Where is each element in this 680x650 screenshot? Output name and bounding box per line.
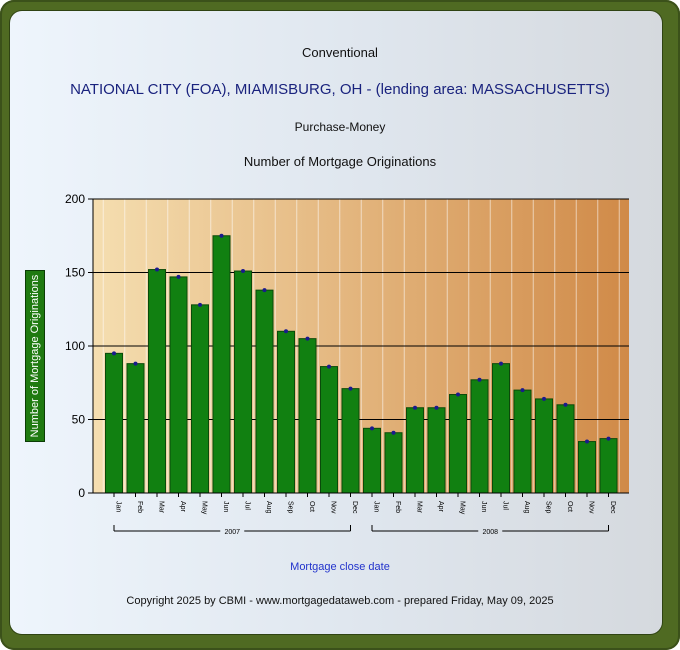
x-tick-label: Jun bbox=[480, 501, 487, 512]
bar-marker bbox=[456, 392, 460, 397]
bar bbox=[212, 235, 231, 494]
bars bbox=[105, 233, 618, 494]
group-label: 2008 bbox=[482, 529, 498, 536]
y-tick-label: 50 bbox=[72, 413, 86, 427]
x-tick-label: May bbox=[201, 501, 208, 515]
y-axis-label: Number of Mortgage Originations bbox=[29, 274, 41, 438]
bar-marker bbox=[262, 288, 267, 293]
bar bbox=[148, 269, 166, 494]
bar bbox=[105, 352, 123, 494]
x-tick-label: Feb bbox=[394, 501, 401, 513]
bar-marker bbox=[499, 361, 503, 366]
bar-marker bbox=[241, 269, 245, 274]
bar bbox=[126, 363, 145, 494]
bar bbox=[277, 330, 295, 494]
loan-purpose: Purchase-Money bbox=[294, 120, 386, 134]
bar-marker bbox=[198, 302, 202, 307]
bar-marker bbox=[155, 267, 159, 272]
x-tick-label: Aug bbox=[265, 501, 272, 514]
bar-marker bbox=[542, 396, 546, 401]
bar bbox=[449, 394, 467, 494]
bar-marker bbox=[176, 274, 181, 279]
copyright-text: Copyright 2025 by CBMI - www.mortgagedat… bbox=[126, 595, 554, 607]
x-tick-label: Apr bbox=[179, 501, 186, 513]
x-tick-label: Sep bbox=[287, 501, 294, 514]
bar bbox=[406, 407, 424, 494]
x-tick-label: May bbox=[459, 501, 466, 515]
x-tick-label: Feb bbox=[136, 501, 143, 513]
bar-marker bbox=[391, 430, 396, 435]
bar-marker bbox=[477, 377, 482, 382]
bar-marker bbox=[563, 402, 568, 407]
x-tick-label: Aug bbox=[523, 501, 530, 514]
x-tick-label: Jun bbox=[222, 501, 229, 512]
bar-marker bbox=[284, 329, 288, 334]
bar-marker bbox=[434, 405, 439, 410]
bar-marker bbox=[606, 436, 611, 441]
bar bbox=[492, 363, 510, 494]
y-tick-label: 200 bbox=[65, 192, 85, 206]
x-tick-label: Mar bbox=[416, 501, 423, 514]
bar bbox=[255, 289, 274, 494]
bar-marker bbox=[348, 386, 353, 391]
lender-title: NATIONAL CITY (FOA), MIAMISBURG, OH - (l… bbox=[70, 81, 610, 98]
x-tick-label: Jan bbox=[373, 501, 380, 512]
x-tick-label: Sep bbox=[545, 501, 552, 514]
x-tick-label: Dec bbox=[351, 501, 358, 514]
group-label: 2007 bbox=[224, 529, 240, 536]
bar bbox=[513, 389, 532, 494]
bar-marker bbox=[370, 426, 374, 431]
x-tick-label: Mar bbox=[158, 501, 165, 514]
x-tick-label: Apr bbox=[437, 501, 444, 513]
x-tick-label: Dec bbox=[609, 501, 616, 514]
bar-marker bbox=[327, 364, 331, 369]
bar bbox=[298, 338, 317, 494]
y-tick-label: 0 bbox=[78, 486, 85, 500]
x-tick-label: Oct bbox=[566, 501, 573, 512]
bar-marker bbox=[112, 351, 116, 356]
bar bbox=[320, 366, 338, 494]
chart-title: Number of Mortgage Originations bbox=[243, 154, 437, 169]
bar-marker bbox=[585, 439, 589, 444]
bar bbox=[234, 270, 252, 494]
x-tick-label: Nov bbox=[330, 501, 337, 514]
bar bbox=[599, 438, 618, 494]
bar bbox=[427, 407, 446, 494]
bar bbox=[556, 404, 575, 494]
bar-marker bbox=[133, 361, 138, 366]
x-tick-label: Nov bbox=[588, 501, 595, 514]
y-tick-label: 150 bbox=[65, 266, 85, 280]
x-tick-label: Jul bbox=[502, 501, 509, 510]
x-axis-caption: Mortgage close date bbox=[290, 561, 390, 573]
x-tick-label: Oct bbox=[308, 501, 315, 512]
axes: 0 50 100 150 200 Jan Feb Mar Apr May Jun Jul Aug Sep O… bbox=[65, 192, 629, 536]
bar-marker bbox=[520, 388, 525, 393]
y-axis-label-box: Number of Mortgage Originations bbox=[25, 270, 45, 442]
y-tick-label: 100 bbox=[65, 339, 85, 353]
bar bbox=[535, 398, 553, 494]
bar bbox=[363, 427, 381, 494]
bar bbox=[169, 276, 188, 494]
bar bbox=[470, 379, 489, 494]
bar-marker bbox=[413, 405, 417, 410]
bar bbox=[191, 304, 209, 494]
x-tick-label: Jul bbox=[244, 501, 251, 510]
bar bbox=[578, 441, 596, 494]
report-title: Conventional bbox=[302, 45, 378, 60]
bar-marker bbox=[305, 336, 310, 341]
x-tick-label: Jan bbox=[115, 501, 122, 512]
bar-marker bbox=[219, 233, 224, 238]
bar bbox=[341, 388, 360, 494]
bar bbox=[384, 432, 403, 494]
